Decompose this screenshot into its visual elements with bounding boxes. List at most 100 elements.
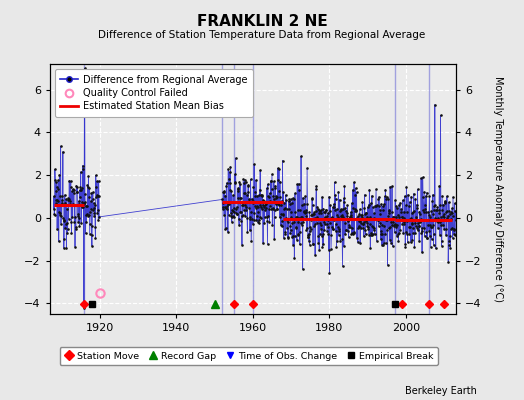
Point (321, 221, 329, 228)
Point (276, 214, 284, 220)
Point (349, 205, 357, 211)
Point (315, 230, 324, 237)
Point (75, 201, 83, 207)
Point (61, 192, 69, 198)
Point (314, 207, 323, 214)
Point (353, 214, 362, 221)
Point (298, 202, 306, 209)
Point (288, 200, 296, 206)
Point (58, 196, 66, 203)
Point (333, 206, 341, 212)
Point (440, 226, 448, 232)
Point (349, 231, 357, 237)
Point (330, 179, 339, 186)
Point (76, 184, 84, 190)
Point (57, 220, 65, 227)
Point (348, 186, 357, 193)
Point (71, 202, 79, 209)
Point (257, 215, 265, 221)
Point (287, 214, 296, 220)
Point (260, 214, 269, 220)
Point (221, 192, 230, 199)
Point (64, 195, 72, 201)
Point (314, 233, 322, 239)
Point (322, 215, 331, 221)
Point (386, 224, 395, 230)
Point (375, 220, 384, 226)
Point (331, 192, 340, 198)
Point (410, 190, 418, 197)
Point (339, 263, 347, 270)
Point (345, 222, 354, 228)
Point (231, 171, 239, 178)
Point (238, 242, 246, 248)
Point (235, 216, 243, 222)
Point (91, 202, 99, 208)
Point (409, 208, 418, 215)
Point (221, 226, 229, 232)
Point (290, 255, 299, 262)
Point (354, 239, 362, 245)
Point (73, 184, 81, 190)
Point (265, 206, 273, 213)
Point (422, 229, 430, 235)
Point (376, 207, 385, 214)
Point (256, 202, 264, 208)
Point (289, 196, 298, 202)
Point (77, 169, 85, 175)
Point (375, 194, 383, 200)
Point (387, 218, 395, 225)
Point (325, 270, 334, 277)
Point (394, 212, 402, 218)
Point (245, 214, 254, 220)
Point (377, 228, 386, 234)
Point (369, 224, 378, 231)
Point (392, 214, 401, 221)
Point (76, 194, 84, 200)
Point (431, 214, 440, 221)
Point (400, 219, 409, 225)
Point (412, 202, 421, 208)
Point (400, 208, 408, 215)
Point (435, 182, 443, 189)
Point (344, 218, 353, 224)
Point (362, 231, 370, 238)
Point (346, 209, 355, 215)
Point (241, 176, 249, 183)
Point (271, 201, 280, 208)
Point (65, 196, 73, 202)
Point (65, 177, 73, 184)
Point (301, 207, 310, 213)
Point (328, 215, 336, 221)
Point (433, 214, 442, 221)
Point (79, 204, 87, 210)
Point (259, 197, 268, 203)
Point (52, 197, 60, 203)
Point (413, 186, 422, 192)
Point (439, 212, 447, 219)
Point (390, 222, 398, 229)
Point (319, 205, 328, 212)
Point (386, 183, 394, 190)
Point (356, 212, 365, 218)
Point (281, 230, 290, 237)
Point (312, 220, 321, 226)
Point (270, 178, 278, 184)
Point (75, 187, 84, 193)
Point (374, 217, 382, 224)
Point (351, 192, 359, 198)
Point (367, 230, 375, 236)
Point (443, 212, 452, 219)
Point (54, 177, 62, 184)
Point (86, 209, 94, 216)
Point (92, 194, 101, 200)
Point (401, 240, 409, 247)
Point (307, 226, 315, 232)
Point (231, 179, 239, 185)
Point (57, 212, 66, 219)
Point (362, 210, 370, 216)
Point (374, 196, 383, 202)
Point (341, 220, 349, 226)
Point (381, 196, 390, 202)
Point (278, 218, 287, 224)
